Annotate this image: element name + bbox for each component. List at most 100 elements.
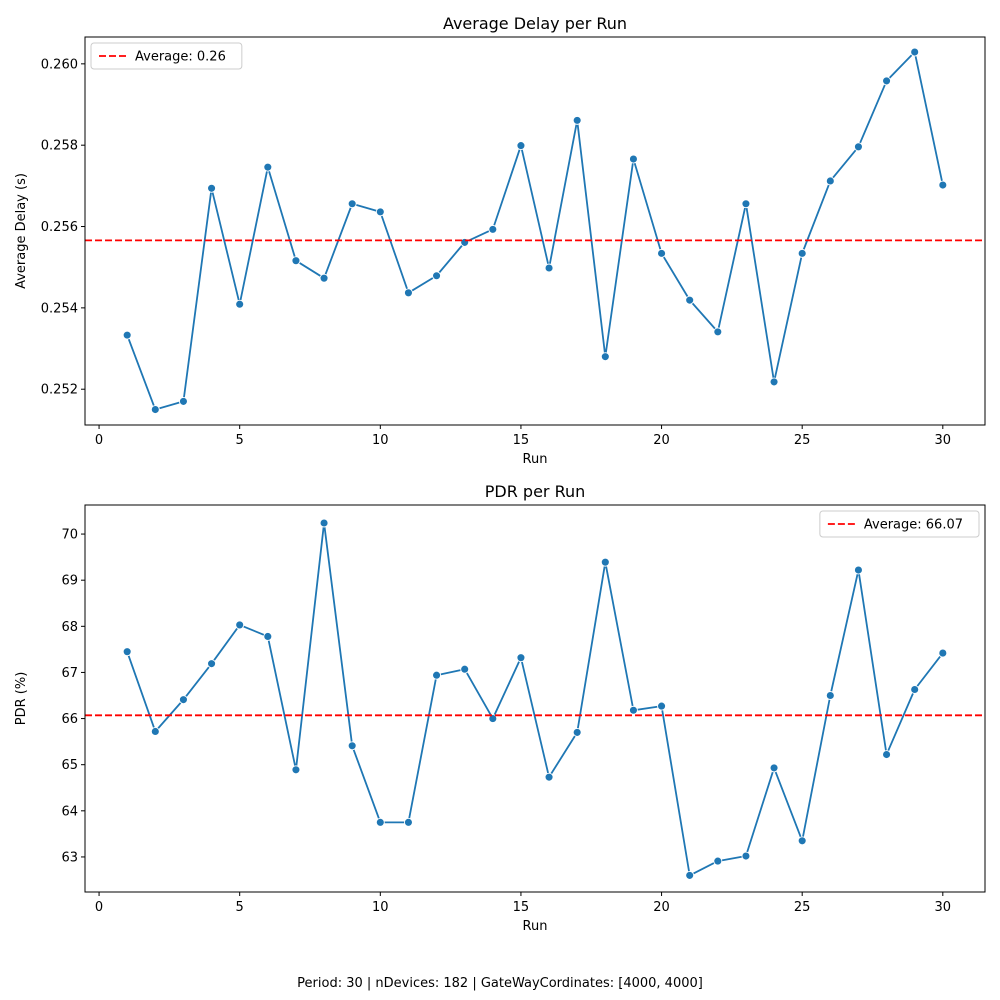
data-point xyxy=(488,224,498,234)
y-tick-label: 0.254 xyxy=(41,301,78,316)
data-point xyxy=(600,352,610,362)
data-point xyxy=(713,856,723,866)
data-point xyxy=(178,695,188,705)
data-point xyxy=(628,705,638,715)
data-point xyxy=(347,741,357,751)
y-tick-label: 68 xyxy=(61,620,78,635)
data-point xyxy=(853,142,863,152)
data-point xyxy=(741,851,751,861)
data-point xyxy=(797,836,807,846)
x-tick-label: 30 xyxy=(935,433,952,448)
y-tick-label: 0.256 xyxy=(41,220,78,235)
legend-box xyxy=(819,510,980,538)
x-tick-label: 0 xyxy=(95,433,103,448)
data-point xyxy=(938,180,948,190)
x-tick-label: 5 xyxy=(236,433,244,448)
data-point xyxy=(882,750,892,759)
legend-box xyxy=(90,42,243,70)
data-point xyxy=(150,405,160,414)
legend-label: Average: 0.26 xyxy=(135,50,226,65)
y-axis-label: PDR (%) xyxy=(14,672,29,726)
data-point xyxy=(853,565,863,575)
data-point xyxy=(319,518,329,528)
x-tick-label: 5 xyxy=(236,900,244,915)
x-tick-label: 15 xyxy=(513,433,530,448)
y-tick-label: 0.252 xyxy=(41,383,78,398)
data-point xyxy=(657,701,667,711)
data-point xyxy=(685,295,695,305)
series-line xyxy=(126,51,944,411)
x-tick-label: 10 xyxy=(372,900,389,915)
data-point xyxy=(797,248,807,258)
data-point xyxy=(150,727,160,736)
data-point xyxy=(910,47,920,57)
data-point xyxy=(122,647,132,657)
data-point xyxy=(263,632,273,641)
data-point xyxy=(516,141,526,151)
chart-1: Average Delay per Run 0 5 10 15 20 25 30 0.252 0.… xyxy=(14,14,986,467)
x-tick-label: 0 xyxy=(95,900,103,915)
y-tick-label: 67 xyxy=(61,666,78,681)
data-point xyxy=(207,183,217,193)
data-point xyxy=(657,248,667,258)
x-tick-label: 20 xyxy=(653,900,670,915)
data-point xyxy=(825,691,835,700)
data-point xyxy=(375,207,385,217)
data-point xyxy=(432,670,442,680)
data-point xyxy=(685,870,695,880)
y-tick-label: 0.260 xyxy=(41,57,78,72)
data-point xyxy=(825,176,835,186)
data-point xyxy=(291,765,301,775)
x-tick-label: 15 xyxy=(513,900,530,915)
legend-label: Average: 66.07 xyxy=(864,518,963,533)
legend: Average: 0.26 xyxy=(90,42,243,70)
data-point xyxy=(319,273,329,283)
data-point xyxy=(713,327,723,337)
chart-2: PDR per Run 0 5 10 15 20 25 30 63 64 65 66 67 68 69 70 R… xyxy=(14,482,986,934)
data-point xyxy=(882,76,892,86)
data-point xyxy=(207,659,217,669)
x-tick-label: 10 xyxy=(372,433,389,448)
plot-frame xyxy=(84,36,986,426)
data-point xyxy=(628,154,638,164)
data-point xyxy=(544,263,554,273)
figure-caption: Period: 30 | nDevices: 182 | GateWayCord… xyxy=(297,976,703,991)
x-axis-label: Run xyxy=(523,919,548,934)
x-tick-label: 25 xyxy=(794,900,811,915)
y-tick-label: 69 xyxy=(61,574,78,589)
data-point xyxy=(178,396,188,406)
x-axis-label: Run xyxy=(523,452,548,467)
data-point xyxy=(741,199,751,209)
legend: Average: 66.07 xyxy=(819,510,980,538)
data-point xyxy=(600,557,610,567)
x-tick-label: 30 xyxy=(935,900,952,915)
data-point xyxy=(572,727,582,737)
y-tick-label: 64 xyxy=(61,804,78,819)
chart-title: PDR per Run xyxy=(485,482,586,501)
series-line xyxy=(126,522,944,877)
data-point xyxy=(403,817,413,827)
data-point xyxy=(516,653,526,663)
data-point xyxy=(572,115,582,125)
data-point xyxy=(769,763,779,773)
data-point xyxy=(235,299,245,309)
y-tick-label: 70 xyxy=(61,528,78,543)
data-point xyxy=(403,288,413,298)
data-point xyxy=(432,271,442,281)
data-point xyxy=(488,714,498,724)
chart-title: Average Delay per Run xyxy=(443,14,627,33)
y-tick-label: 63 xyxy=(61,850,78,865)
y-tick-label: 66 xyxy=(61,712,78,727)
x-tick-label: 25 xyxy=(794,433,811,448)
data-point xyxy=(460,664,470,674)
y-tick-label: 65 xyxy=(61,758,78,773)
plot-frame xyxy=(84,504,986,893)
x-tick-label: 20 xyxy=(653,433,670,448)
data-point xyxy=(347,199,357,209)
data-point xyxy=(291,256,301,266)
y-tick-label: 0.258 xyxy=(41,139,78,154)
data-point xyxy=(375,817,385,827)
data-point xyxy=(910,685,920,694)
data-point xyxy=(122,330,132,340)
